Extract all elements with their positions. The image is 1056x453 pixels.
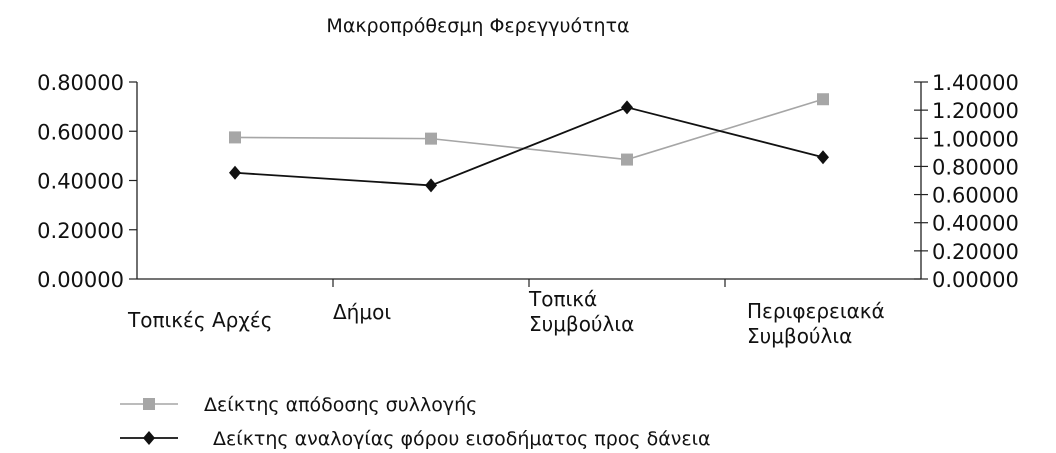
series-2-line [234,106,824,187]
legend-label: Δείκτης αναλογίας φόρου εισοδήματος προς… [213,428,711,450]
right-tick-label: 1.00000 [932,127,1019,151]
left-tick-label: 0.00000 [37,268,124,292]
right-tick-label: 0.20000 [932,240,1019,264]
x-category-label: Περιφερειακά Συμβούλια [747,299,885,348]
series-2-point-marker [425,178,437,193]
right-tick-label: 0.00000 [932,268,1019,292]
x-category-label: Τοπικές Αρχές [127,308,272,332]
x-category-label-line: Περιφερειακά [747,299,885,323]
left-tick-label: 0.20000 [37,219,124,243]
left-tick-label: 0.40000 [37,170,124,194]
series-2-point-marker [621,100,633,115]
series-2-point-marker [229,165,241,180]
right-tick-label: 0.60000 [932,184,1019,208]
legend: Δείκτης απόδοσης συλλογής Δείκτης αναλογί… [120,394,711,450]
x-category-label: Τοπικά Συμβούλια [528,287,634,336]
x-category-label-line: Συμβούλια [529,312,634,336]
series-1-line [234,98,824,161]
series-layer [229,93,829,193]
legend-swatch-marker [143,431,155,445]
right-tick-label: 1.40000 [932,71,1019,95]
left-tick-label: 0.80000 [37,71,124,95]
right-tick-label: 0.80000 [932,155,1019,179]
left-tick-label: 0.60000 [37,120,124,144]
legend-swatch-marker [143,398,155,410]
x-category-label: Δήμοι [333,300,391,324]
x-category-label-line: Τοπικές Αρχές [127,308,272,332]
series-1-point-marker [621,153,633,166]
right-tick-label: 0.40000 [932,212,1019,236]
chart-title: Μακροπρόθεσμη Φερεγγυότητα [326,15,629,37]
series-2 [229,100,829,193]
right-tick-label: 1.20000 [932,99,1019,123]
series-1 [229,93,829,166]
x-category-label-line: Τοπικά [528,287,597,311]
axes: 0.00000 0.20000 0.40000 0.60000 0.80000 0.000… [37,71,1019,348]
series-2-point-marker [817,150,829,165]
x-category-label-line: Συμβούλια [747,324,852,348]
series-1-point-marker [817,93,829,106]
series-1-point-marker [229,131,241,144]
legend-label: Δείκτης απόδοσης συλλογής [204,394,477,416]
series-1-point-marker [425,132,437,145]
x-category-label-line: Δήμοι [333,300,391,324]
